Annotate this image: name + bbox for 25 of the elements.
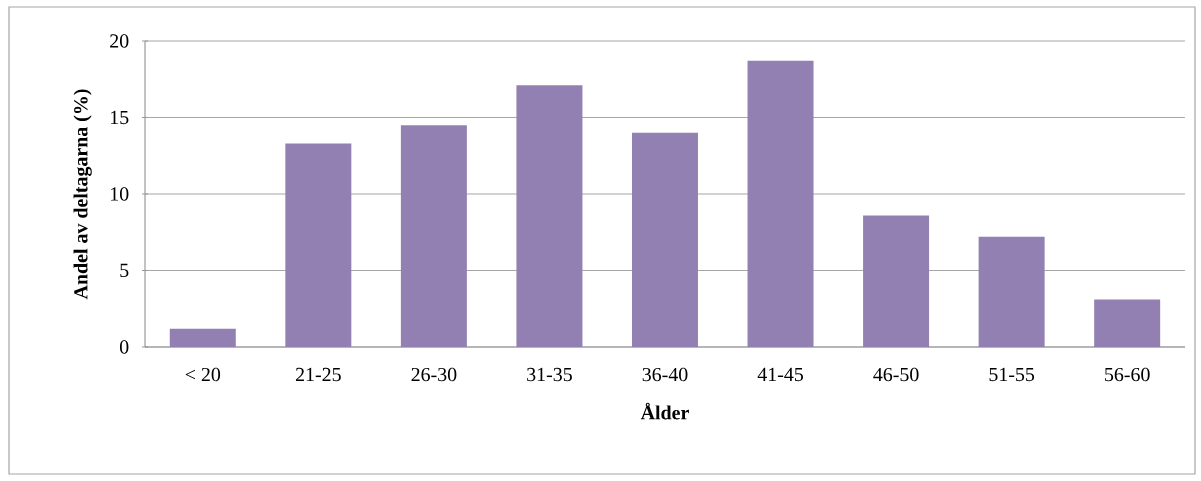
y-tick-label: 5 [120, 263, 129, 278]
x-tick-label: < 20 [185, 367, 221, 382]
bar [516, 85, 583, 347]
x-tick-label: 36-40 [642, 367, 688, 382]
x-tick-label: 51-55 [989, 367, 1035, 382]
x-tick-label: 56-60 [1105, 367, 1150, 382]
x-tick-label: 31-35 [527, 367, 572, 382]
bar [400, 125, 467, 347]
bar [285, 143, 352, 347]
x-tick-label: 26-30 [411, 367, 457, 382]
bar [863, 215, 930, 347]
bar [978, 236, 1045, 347]
y-tick-label: 0 [119, 340, 129, 354]
x-tick-label: 46-50 [873, 367, 919, 382]
x-tick-label: 21-25 [295, 367, 341, 382]
bar [631, 132, 698, 347]
bar [747, 60, 814, 347]
bar [169, 328, 236, 347]
y-axis-title: Andel av deltagarna (%) [73, 89, 92, 300]
y-tick-label: 20 [110, 34, 129, 48]
y-tick-label: 10 [111, 187, 129, 201]
bar [1094, 299, 1161, 347]
x-axis-title: Ålder [640, 402, 689, 420]
x-tick-label: 41-45 [757, 367, 803, 382]
y-tick-label: 15 [111, 110, 129, 125]
